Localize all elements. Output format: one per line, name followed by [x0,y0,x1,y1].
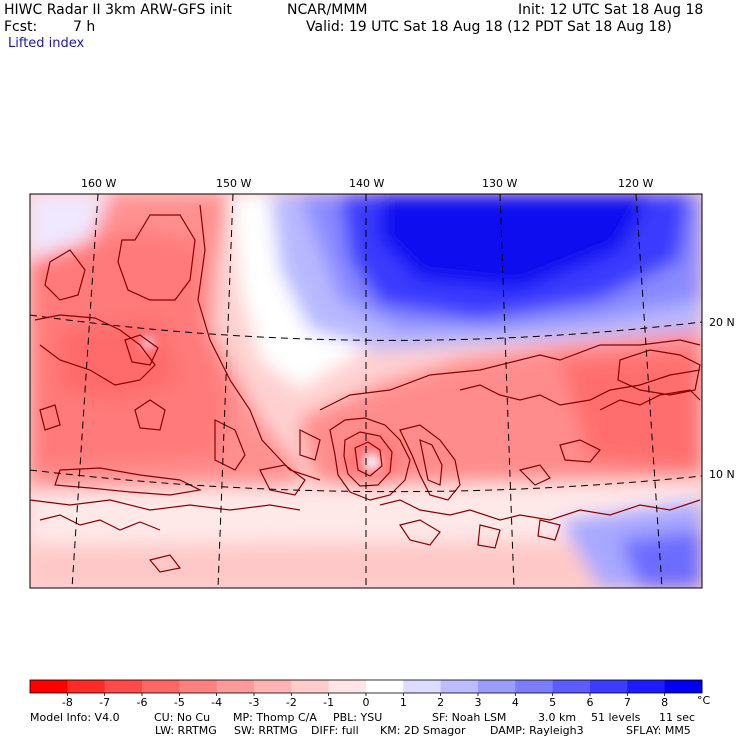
colorbar-tick-label: -2 [286,696,297,709]
colorbar-swatch [440,680,479,693]
colorbar-swatch [254,680,292,693]
microphysics-scheme: MP: Thomp C/A [233,711,317,724]
colorbar-tick-label: -7 [99,696,110,709]
km-option: KM: 2D Smagor [380,724,466,737]
colorbar-swatch [30,680,68,693]
colorbar-swatch [515,680,554,693]
colorbar-swatch [403,680,442,693]
lat-label-20n: 20 N [709,316,735,329]
timestep: 11 sec [659,711,696,724]
lon-label-160w: 160 W [81,177,117,190]
init-time: Init: 12 UTC Sat 18 Aug 18 [518,2,704,18]
valid-time: Valid: 19 UTC Sat 18 Aug 18 (12 PDT Sat … [306,19,672,35]
forecast-label: Fcst: [4,19,38,35]
colorbar-tick-label: 3 [475,696,482,709]
longwave-scheme: LW: RRTMG [155,724,217,737]
colorbar-tick-label: -1 [323,696,334,709]
colorbar-swatch [478,680,516,693]
colorbar-swatch [216,680,255,693]
colorbar-unit: °C [697,694,711,707]
diffusion-option: DIFF: full [311,724,359,737]
colorbar-swatch [328,680,367,693]
colorbar-tick-label: 4 [512,696,519,709]
lon-label-150w: 150 W [216,177,252,190]
colorbar-tick-label: 7 [624,696,631,709]
pbl-scheme: PBL: YSU [333,711,383,724]
colorbar-tick-label: -4 [211,696,222,709]
colorbar-tick-label: -6 [137,696,148,709]
colorbar-tick-label: 2 [437,696,444,709]
colorbar-swatch [664,680,703,693]
colorbar-tick-label: 1 [400,696,407,709]
lon-label-140w: 140 W [349,177,385,190]
model-info: Model Info: V4.0 [30,711,120,724]
cumulus-scheme: CU: No Cu [154,711,211,724]
colorbar-swatch [179,680,218,693]
colorbar-tick-label: -3 [249,696,260,709]
shortwave-scheme: SW: RRTMG [234,724,298,737]
surface-layer-option: SFLAY: MM5 [626,724,691,737]
lon-label-120w: 120 W [618,177,654,190]
damping-option: DAMP: Rayleigh3 [490,724,584,737]
vertical-levels: 51 levels [591,711,641,724]
colorbar-tick-label: 8 [661,696,668,709]
colorbar-tick-label: 0 [363,696,370,709]
colorbar-swatch [552,680,591,693]
colorbar-tick-label: 6 [587,696,594,709]
colorbar-swatch [291,680,330,693]
colorbar-swatch [590,680,628,693]
source-label: NCAR/MMM [287,2,368,18]
colorbar-swatch [366,680,404,693]
lat-label-10n: 10 N [709,468,735,481]
colorbar-tick-label: -8 [62,696,73,709]
grid-spacing: 3.0 km [538,711,577,724]
field-name: Lifted index [8,36,85,51]
colorbar-tick-label: 5 [549,696,556,709]
forecast-hour: 7 h [73,19,96,35]
colorbar-swatch [142,680,180,693]
colorbar-tick-label: -5 [174,696,185,709]
colorbar-swatch [627,680,666,693]
surface-scheme: SF: Noah LSM [432,711,507,724]
model-title: HIWC Radar II 3km ARW-GFS init [4,2,232,18]
colorbar-swatch [67,680,106,693]
colorbar-swatch [104,680,143,693]
lon-label-130w: 130 W [482,177,518,190]
